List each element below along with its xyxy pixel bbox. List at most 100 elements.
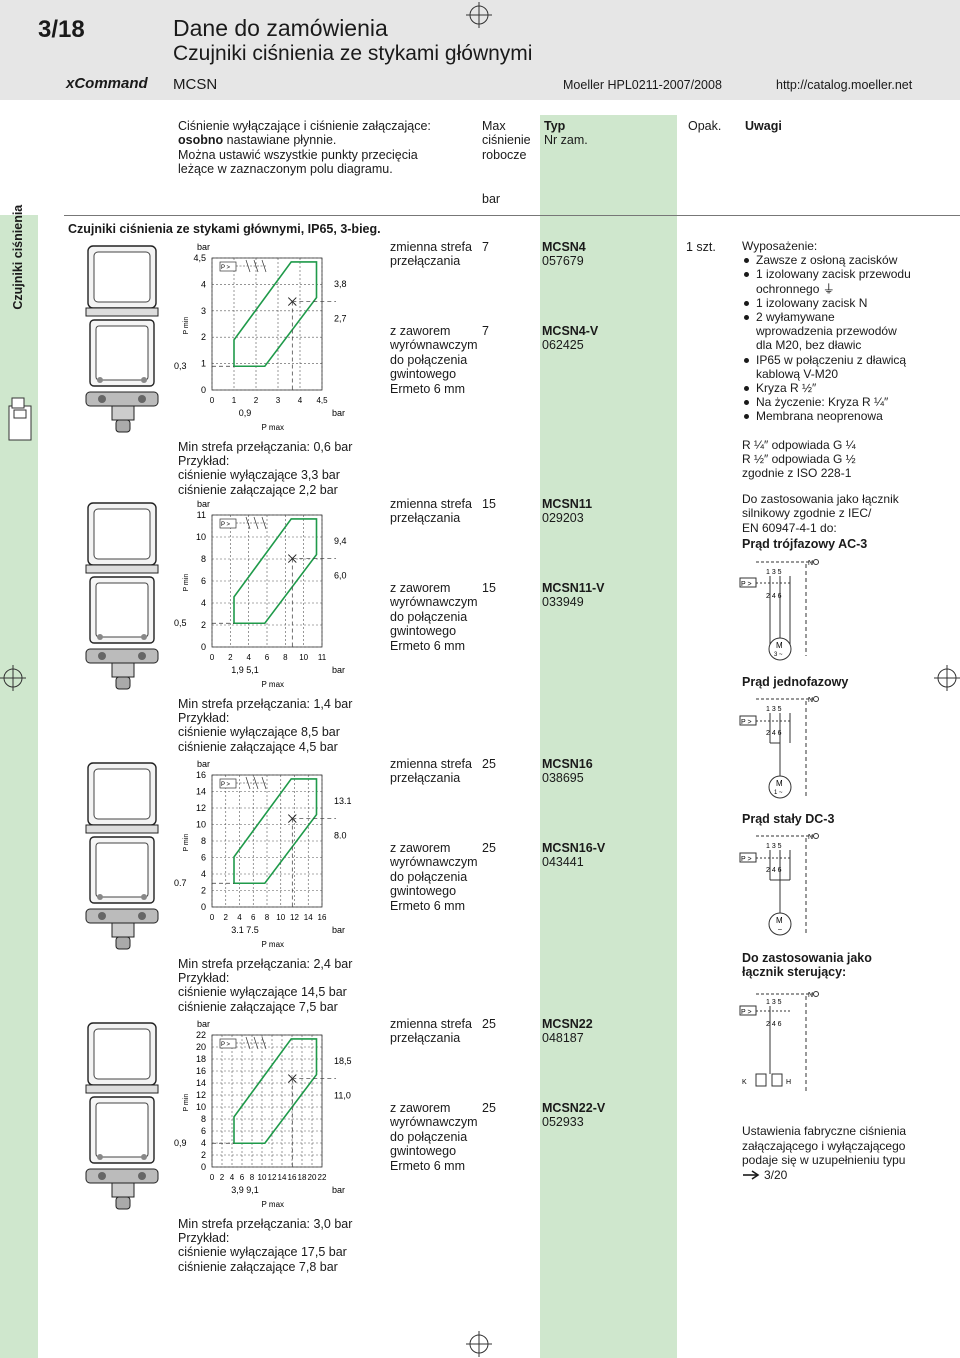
y-tick-label: 8 — [201, 836, 206, 846]
caption-line: ciśnienie wyłączające 14,5 bar — [178, 985, 347, 1000]
thread-note: R ½″ odpowiada G ½ — [742, 451, 856, 466]
switching-area — [233, 1038, 318, 1145]
type-code: MCSN11-V — [542, 581, 605, 595]
svg-text:1 3 5: 1 3 5 — [766, 569, 782, 576]
valve-variant-text: z zaworem wyrównawczym do połączenia gwi… — [390, 1101, 478, 1173]
svg-text:P >: P > — [221, 265, 231, 271]
pmin-value: 0,5 — [174, 618, 187, 628]
x-tick-label: 16 — [318, 913, 327, 922]
y-tick-label: 14 — [196, 787, 206, 797]
product-photo — [85, 245, 159, 433]
x-tick-label: 10 — [258, 1173, 267, 1182]
y-tick-label: 1 — [201, 359, 206, 369]
svg-text:2 4 6: 2 4 6 — [766, 1021, 782, 1028]
page-number: 3/18 — [38, 16, 85, 43]
ac3-circuit-diagram: N P > 1 3 5 2 4 6 M 3 ~ — [739, 559, 819, 661]
page-title: Dane do zamówienia — [173, 15, 388, 41]
y-tick-label: 4 — [201, 869, 206, 879]
product-photo — [85, 1022, 159, 1210]
order-number: 043441 — [542, 855, 584, 869]
y-tick-label: 8 — [201, 554, 206, 564]
max-pressure-header: Max ciśnienie robocze — [482, 119, 531, 162]
max-pressure-value: 7 — [482, 324, 489, 338]
x-tick-label: 12 — [268, 1173, 277, 1182]
caption-line: Min strefa przełączania: 0,6 bar — [178, 440, 353, 454]
y-tick-label: 3 — [201, 306, 206, 316]
x-tick-label: 6 — [251, 913, 256, 922]
x-tick-label: 2 — [228, 653, 233, 662]
pmax-axis-label: P max — [262, 680, 285, 689]
svg-text:P >: P > — [221, 782, 231, 788]
caption-line: Przykład: — [178, 971, 230, 986]
type-code: MCSN22-V — [542, 1101, 606, 1115]
side-tab-label: Czujniki ciśnienia — [10, 204, 25, 310]
off-pressure-value: 6,0 — [334, 570, 347, 580]
x-tick-label: 16 — [288, 1173, 297, 1182]
on-pressure-value: 9,4 — [334, 536, 347, 546]
equipment-title: Wyposażenie: — [742, 239, 818, 253]
order-number: 057679 — [542, 254, 584, 268]
page-reference-link[interactable]: 3/20 — [764, 1167, 788, 1182]
switching-area — [233, 518, 318, 625]
svg-text:2 4 6: 2 4 6 — [766, 593, 782, 600]
svg-text:3 ~: 3 ~ — [774, 652, 783, 658]
pmin-value: 0,3 — [174, 361, 187, 371]
y-tick-label: 6 — [201, 576, 206, 586]
pmin-value: 0.7 — [174, 878, 187, 888]
caption-line: Przykład: — [178, 1231, 230, 1246]
product-name: MCSN — [173, 76, 218, 93]
intro-line: Ciśnienie wyłączające i ciśnienie załącz… — [178, 119, 431, 133]
catalog-ref: Moeller HPL0211-2007/2008 — [563, 78, 722, 92]
switching-area — [233, 778, 318, 885]
caption-line: Przykład: — [178, 711, 230, 726]
x-tick-label: 14 — [278, 1173, 287, 1182]
caption-line: ciśnienie wyłączające 8,5 bar — [178, 725, 340, 740]
x-tick-label: 4 — [230, 1173, 235, 1182]
order-number: 029203 — [542, 511, 584, 525]
usage-note: silnikowy zgodnie z IEC/ — [742, 506, 872, 521]
thread-note: zgodnie z ISO 228-1 — [742, 466, 852, 481]
uwagi-column: Wyposażenie: Zawsze z osłoną zacisków 1 … — [742, 239, 952, 535]
svg-text:M: M — [776, 779, 783, 788]
order-number: 052933 — [542, 1115, 584, 1129]
off-pressure-value: 11,0 — [334, 1090, 351, 1100]
off-pressure-value: 2,7 — [334, 313, 347, 323]
y-tick-label: 16 — [196, 770, 206, 780]
svg-text:N: N — [808, 560, 813, 567]
pressure-switch-icon — [8, 397, 32, 441]
single-phase-circuit-diagram: N P > 1 3 5 2 4 6 M 1 ~ — [739, 696, 819, 799]
section-rule — [64, 215, 960, 216]
type-code: MCSN4 — [542, 240, 586, 254]
caption-line: Min strefa przełączania: 1,4 bar — [178, 697, 353, 711]
pmin-axis-label: P min — [183, 834, 190, 852]
equipment-item: Zawsze z osłoną zacisków — [742, 253, 952, 267]
y-tick-label: 20 — [196, 1042, 206, 1052]
catalog-url-link[interactable]: http://catalog.moeller.net — [776, 78, 913, 92]
svg-text:2 4 6: 2 4 6 — [766, 867, 782, 874]
max-pressure-value: 25 — [482, 841, 496, 855]
x-tick-label: 4 — [246, 653, 251, 662]
y-tick-label: bar — [197, 1019, 210, 1029]
diagram-caption: Min strefa przełączania: 3,0 bar Przykład… — [178, 1217, 352, 1274]
brand-logo: xCommand — [66, 75, 148, 92]
max-pressure-value: 25 — [482, 1017, 496, 1031]
pmax-axis-label: P max — [262, 423, 285, 432]
switching-range-text: zmienna strefa przełączania — [390, 240, 472, 269]
diagram-caption: Min strefa przełączania: 1,4 bar Przykład… — [178, 697, 352, 754]
x-tick-label: 11 — [318, 653, 327, 662]
y-tick-label: 22 — [196, 1030, 206, 1040]
on-pressure-value: 18,5 — [334, 1056, 352, 1066]
off-pressure-value: 8.0 — [334, 830, 347, 840]
max-pressure-value: 15 — [482, 497, 496, 511]
x-tick-label: 2 — [224, 913, 229, 922]
section-title: Czujniki ciśnienia ze stykami głównymi, … — [68, 222, 381, 236]
package-quantity: 1 szt. — [686, 240, 716, 254]
control-heading: Do zastosowania jako łącznik sterujący: — [742, 951, 872, 980]
arrow-right-icon — [743, 1170, 760, 1180]
x-tick-label: 1 — [232, 396, 237, 405]
diagram-caption: Min strefa przełączania: 2,4 bar Przykład… — [178, 957, 352, 1014]
order-number: 048187 — [542, 1031, 584, 1045]
y-tick-label: 0 — [201, 902, 206, 912]
